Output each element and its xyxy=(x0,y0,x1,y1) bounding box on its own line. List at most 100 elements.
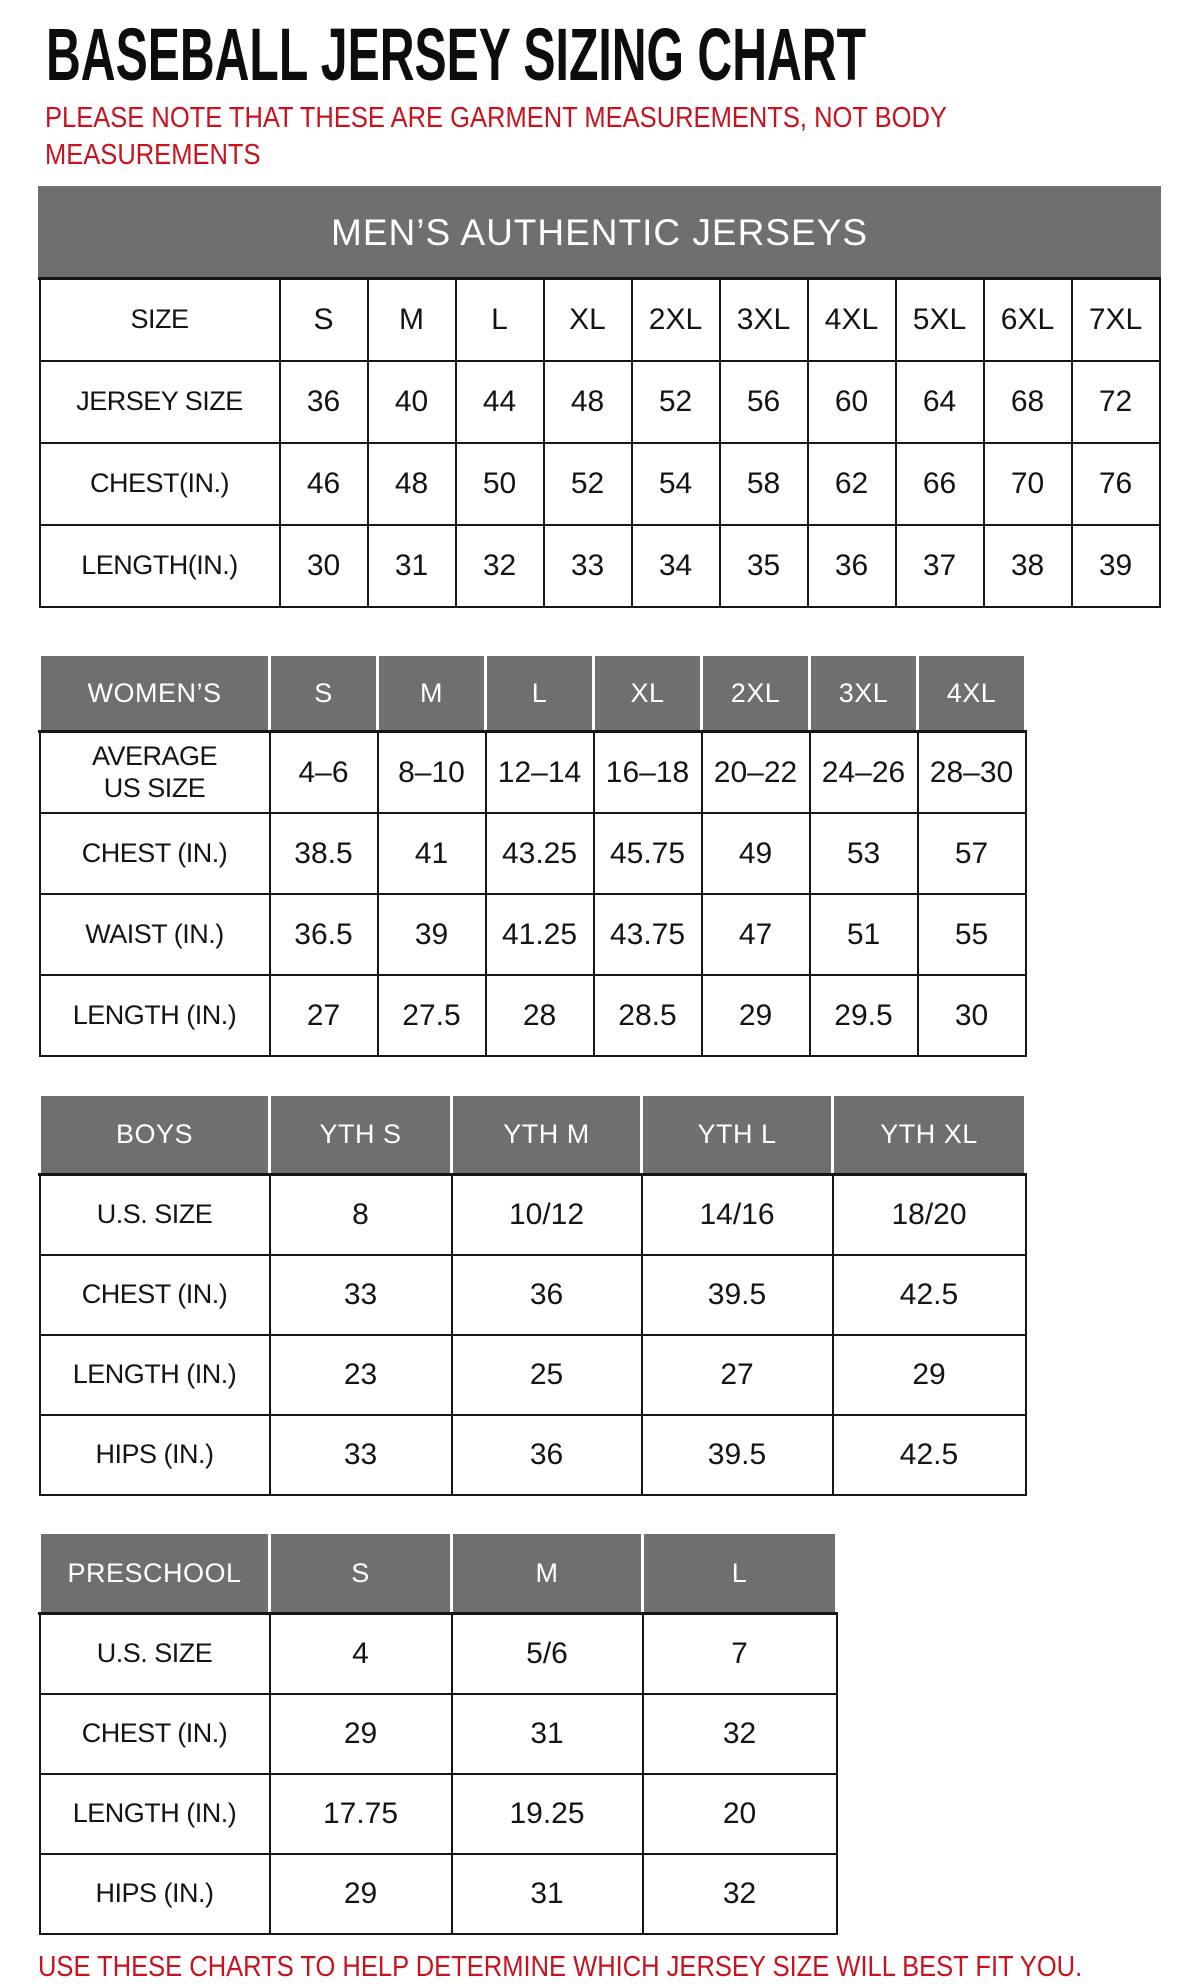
size-value-cell: 16–18 xyxy=(592,730,703,814)
row-label-cell: WAIST (IN.) xyxy=(38,893,271,976)
table-row: CHEST (IN.) 38.5 41 43.25 45.75 49 53 57 xyxy=(38,812,1027,895)
size-value-cell: 36 xyxy=(450,1414,643,1496)
size-value-cell: 27 xyxy=(640,1334,834,1416)
row-label-cell: LENGTH (IN.) xyxy=(38,1334,271,1416)
womens-table-title-cell: WOMEN’S xyxy=(38,653,271,733)
size-value-cell: 7 xyxy=(641,1612,838,1695)
size-value-cell: 48 xyxy=(366,442,457,526)
table-row: SIZE S M L XL 2XL 3XL 4XL 5XL 6XL 7XL xyxy=(38,277,1161,362)
size-value-cell: 57 xyxy=(916,812,1027,895)
size-value-cell: 43.25 xyxy=(484,812,595,895)
size-value-cell: 36.5 xyxy=(268,893,379,976)
size-value-cell: 39 xyxy=(376,893,487,976)
size-value-cell: 48 xyxy=(542,360,633,444)
size-value-cell: 10/12 xyxy=(450,1173,643,1256)
size-value-cell: 39.5 xyxy=(640,1254,834,1336)
size-value-cell: 29 xyxy=(831,1334,1027,1416)
row-label-cell: CHEST (IN.) xyxy=(38,1693,271,1775)
row-label-cell: SIZE xyxy=(38,277,281,362)
row-label-cell: HIPS (IN.) xyxy=(38,1414,271,1496)
size-value-cell: 49 xyxy=(700,812,811,895)
size-value-cell: 70 xyxy=(982,442,1073,526)
size-value-cell: 39.5 xyxy=(640,1414,834,1496)
size-value-cell: 42.5 xyxy=(831,1254,1027,1336)
size-value-cell: L xyxy=(454,277,545,362)
column-header-cell: XL xyxy=(592,653,703,733)
column-header-cell: L xyxy=(641,1531,838,1615)
size-value-cell: 4–6 xyxy=(268,730,379,814)
column-header-cell: 4XL xyxy=(916,653,1027,733)
column-header-cell: 2XL xyxy=(700,653,811,733)
row-label-cell: LENGTH (IN.) xyxy=(38,974,271,1057)
size-value-cell: 37 xyxy=(894,524,985,608)
size-value-cell: 24–26 xyxy=(808,730,919,814)
size-value-cell: 41.25 xyxy=(484,893,595,976)
row-label-cell: AVERAGE US SIZE xyxy=(38,730,271,814)
mens-table-banner: MEN’S AUTHENTIC JERSEYS xyxy=(37,186,1162,280)
size-value-cell: 39 xyxy=(1070,524,1161,608)
size-value-cell: 34 xyxy=(630,524,721,608)
size-value-cell: 29.5 xyxy=(808,974,919,1057)
size-value-cell: 27.5 xyxy=(376,974,487,1057)
size-value-cell: 40 xyxy=(366,360,457,444)
size-value-cell: 32 xyxy=(454,524,545,608)
size-value-cell: 25 xyxy=(450,1334,643,1416)
size-value-cell: 5/6 xyxy=(450,1612,644,1695)
column-header-cell: M xyxy=(450,1531,644,1615)
size-value-cell: 55 xyxy=(916,893,1027,976)
size-value-cell: 68 xyxy=(982,360,1073,444)
size-value-cell: 27 xyxy=(268,974,379,1057)
column-header-cell: YTH XL xyxy=(831,1093,1027,1176)
size-value-cell: 62 xyxy=(806,442,897,526)
size-value-cell: S xyxy=(278,277,369,362)
size-value-cell: 4XL xyxy=(806,277,897,362)
size-value-cell: 19.25 xyxy=(450,1773,644,1855)
column-header-cell: YTH M xyxy=(450,1093,643,1176)
row-label-cell: LENGTH(IN.) xyxy=(38,524,281,608)
column-header-cell: YTH S xyxy=(268,1093,453,1176)
size-value-cell: 12–14 xyxy=(484,730,595,814)
size-value-cell: 38.5 xyxy=(268,812,379,895)
column-header-cell: 3XL xyxy=(808,653,919,733)
table-row: CHEST (IN.) 29 31 32 xyxy=(38,1693,838,1775)
table-row: U.S. SIZE 8 10/12 14/16 18/20 xyxy=(38,1173,1027,1256)
size-value-cell: 28 xyxy=(484,974,595,1057)
size-value-cell: 51 xyxy=(808,893,919,976)
footer-note: USE THESE CHARTS TO HELP DETERMINE WHICH… xyxy=(38,1951,1083,1983)
table-row: JERSEY SIZE 36 40 44 48 52 56 60 64 68 72 xyxy=(38,360,1161,444)
size-value-cell: 31 xyxy=(450,1693,644,1775)
size-value-cell: 50 xyxy=(454,442,545,526)
row-label-cell: LENGTH (IN.) xyxy=(38,1773,271,1855)
size-value-cell: 45.75 xyxy=(592,812,703,895)
column-header-cell: YTH L xyxy=(640,1093,834,1176)
size-value-cell: 31 xyxy=(450,1853,644,1935)
table-row: HIPS (IN.) 29 31 32 xyxy=(38,1853,838,1935)
size-value-cell: 35 xyxy=(718,524,809,608)
size-value-cell: 28–30 xyxy=(916,730,1027,814)
size-value-cell: 41 xyxy=(376,812,487,895)
size-value-cell: XL xyxy=(542,277,633,362)
size-value-cell: 14/16 xyxy=(640,1173,834,1256)
table-row: CHEST(IN.) 46 48 50 52 54 58 62 66 70 76 xyxy=(38,442,1161,526)
size-value-cell: 36 xyxy=(278,360,369,444)
size-value-cell: 8 xyxy=(268,1173,453,1256)
table-row: LENGTH (IN.) 27 27.5 28 28.5 29 29.5 30 xyxy=(38,974,1027,1057)
size-value-cell: 32 xyxy=(641,1853,838,1935)
size-value-cell: 29 xyxy=(268,1853,453,1935)
size-value-cell: 52 xyxy=(630,360,721,444)
column-header-cell: S xyxy=(268,1531,453,1615)
size-value-cell: 29 xyxy=(268,1693,453,1775)
size-value-cell: 42.5 xyxy=(831,1414,1027,1496)
size-value-cell: M xyxy=(366,277,457,362)
size-value-cell: 33 xyxy=(268,1414,453,1496)
size-value-cell: 72 xyxy=(1070,360,1161,444)
table-row: CHEST (IN.) 33 36 39.5 42.5 xyxy=(38,1254,1027,1336)
size-value-cell: 17.75 xyxy=(268,1773,453,1855)
row-label-cell: CHEST(IN.) xyxy=(38,442,281,526)
size-value-cell: 30 xyxy=(916,974,1027,1057)
size-value-cell: 2XL xyxy=(630,277,721,362)
size-value-cell: 5XL xyxy=(894,277,985,362)
size-value-cell: 60 xyxy=(806,360,897,444)
boys-table-title-cell: BOYS xyxy=(38,1093,271,1176)
size-value-cell: 30 xyxy=(278,524,369,608)
